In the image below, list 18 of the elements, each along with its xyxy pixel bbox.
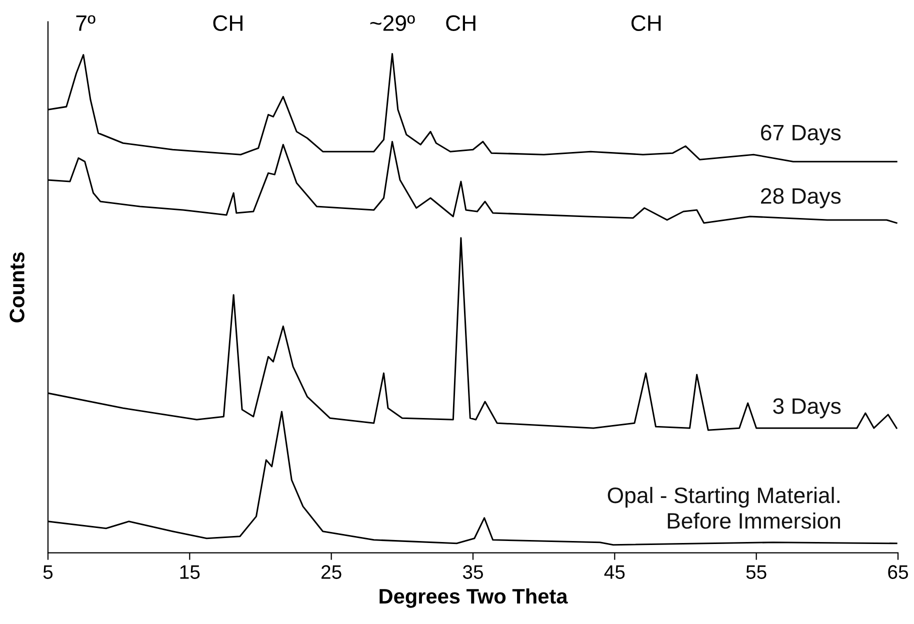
x-tick-label: 35 bbox=[462, 565, 483, 579]
x-tick-label: 15 bbox=[180, 565, 200, 579]
series-label: 28 Days bbox=[761, 188, 841, 208]
text: ~29º bbox=[370, 15, 415, 31]
x-tick-label: 45 bbox=[604, 565, 625, 579]
text: 7º bbox=[76, 15, 96, 31]
x-tick-label: 5 bbox=[43, 565, 53, 579]
text: CH bbox=[631, 15, 661, 31]
x-tick-label: 55 bbox=[746, 565, 766, 579]
x-tick-label: 25 bbox=[321, 565, 342, 579]
series-label: 67 Days bbox=[761, 124, 841, 145]
text: CH bbox=[213, 15, 242, 31]
text: CH bbox=[446, 15, 476, 31]
x-tick-label: 65 bbox=[888, 565, 908, 579]
series-label: Opal - Starting Material. Before Immersion bbox=[608, 486, 840, 529]
y-axis-title: Counts bbox=[10, 252, 24, 322]
series-label: 3 Days bbox=[773, 398, 841, 418]
x-axis-title: Degrees Two Theta bbox=[380, 588, 568, 608]
